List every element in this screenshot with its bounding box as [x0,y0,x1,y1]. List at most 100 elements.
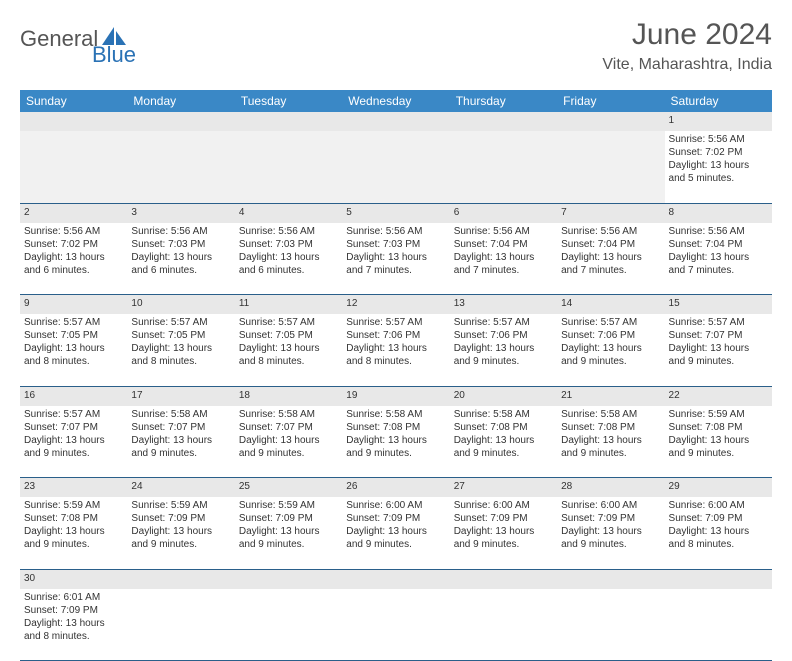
title-block: June 2024 Vite, Maharashtra, India [602,18,772,74]
sunrise-text: Sunrise: 5:57 AM [239,316,338,329]
day-cell: Sunrise: 5:59 AMSunset: 7:08 PMDaylight:… [20,497,127,569]
day-cell [127,131,234,203]
day-number-cell: 15 [665,295,772,315]
sunrise-text: Sunrise: 5:57 AM [131,316,230,329]
sunrise-text: Sunrise: 5:56 AM [561,225,660,238]
sunset-text: Sunset: 7:08 PM [454,421,553,434]
sunset-text: Sunset: 7:03 PM [239,238,338,251]
day-cell: Sunrise: 5:56 AMSunset: 7:02 PMDaylight:… [665,131,772,203]
day-details: Sunrise: 5:58 AMSunset: 7:08 PMDaylight:… [346,408,445,460]
day-number-cell: 2 [20,203,127,223]
day-cell [127,589,234,661]
sunrise-text: Sunrise: 5:57 AM [669,316,768,329]
day-number-cell [127,569,234,589]
day-details: Sunrise: 6:01 AMSunset: 7:09 PMDaylight:… [24,591,123,643]
day-header-row: Sunday Monday Tuesday Wednesday Thursday… [20,90,772,112]
daylight-text: Daylight: 13 hours and 9 minutes. [561,434,660,460]
sunset-text: Sunset: 7:06 PM [454,329,553,342]
daylight-text: Daylight: 13 hours and 9 minutes. [24,434,123,460]
sunset-text: Sunset: 7:09 PM [24,604,123,617]
sunset-text: Sunset: 7:07 PM [239,421,338,434]
day-number-cell [235,112,342,131]
daynum-row: 23242526272829 [20,478,772,498]
sunrise-text: Sunrise: 5:56 AM [24,225,123,238]
day-number-cell: 27 [450,478,557,498]
sunrise-text: Sunrise: 5:58 AM [239,408,338,421]
daylight-text: Daylight: 13 hours and 8 minutes. [239,342,338,368]
sunset-text: Sunset: 7:07 PM [24,421,123,434]
week-row: Sunrise: 5:56 AMSunset: 7:02 PMDaylight:… [20,223,772,295]
daylight-text: Daylight: 13 hours and 8 minutes. [346,342,445,368]
sunset-text: Sunset: 7:04 PM [561,238,660,251]
day-number-cell: 10 [127,295,234,315]
day-details: Sunrise: 5:58 AMSunset: 7:07 PMDaylight:… [239,408,338,460]
day-number-cell [557,112,664,131]
location: Vite, Maharashtra, India [602,56,772,74]
daylight-text: Daylight: 13 hours and 9 minutes. [454,434,553,460]
day-details: Sunrise: 6:00 AMSunset: 7:09 PMDaylight:… [454,499,553,551]
sunset-text: Sunset: 7:07 PM [669,329,768,342]
sunrise-text: Sunrise: 5:58 AM [346,408,445,421]
week-row: Sunrise: 6:01 AMSunset: 7:09 PMDaylight:… [20,589,772,661]
day-cell: Sunrise: 6:00 AMSunset: 7:09 PMDaylight:… [450,497,557,569]
daylight-text: Daylight: 13 hours and 8 minutes. [131,342,230,368]
day-number-cell [235,569,342,589]
day-details: Sunrise: 6:00 AMSunset: 7:09 PMDaylight:… [669,499,768,551]
day-number-cell: 5 [342,203,449,223]
day-details: Sunrise: 5:57 AMSunset: 7:06 PMDaylight:… [346,316,445,368]
sunset-text: Sunset: 7:09 PM [346,512,445,525]
daylight-text: Daylight: 13 hours and 6 minutes. [131,251,230,277]
day-cell: Sunrise: 5:59 AMSunset: 7:09 PMDaylight:… [235,497,342,569]
day-details: Sunrise: 5:57 AMSunset: 7:07 PMDaylight:… [24,408,123,460]
day-details: Sunrise: 5:58 AMSunset: 7:08 PMDaylight:… [561,408,660,460]
sunset-text: Sunset: 7:05 PM [131,329,230,342]
day-details: Sunrise: 5:56 AMSunset: 7:03 PMDaylight:… [346,225,445,277]
sunrise-text: Sunrise: 6:00 AM [561,499,660,512]
daylight-text: Daylight: 13 hours and 9 minutes. [561,342,660,368]
daylight-text: Daylight: 13 hours and 7 minutes. [669,251,768,277]
sunset-text: Sunset: 7:05 PM [24,329,123,342]
day-number-cell: 17 [127,386,234,406]
day-cell: Sunrise: 6:01 AMSunset: 7:09 PMDaylight:… [20,589,127,661]
day-cell [450,131,557,203]
sunrise-text: Sunrise: 5:57 AM [24,408,123,421]
sunrise-text: Sunrise: 5:56 AM [669,225,768,238]
day-details: Sunrise: 5:59 AMSunset: 7:08 PMDaylight:… [24,499,123,551]
day-cell: Sunrise: 5:58 AMSunset: 7:08 PMDaylight:… [342,406,449,478]
day-number-cell: 24 [127,478,234,498]
day-cell: Sunrise: 5:57 AMSunset: 7:05 PMDaylight:… [235,314,342,386]
day-cell [20,131,127,203]
day-cell: Sunrise: 6:00 AMSunset: 7:09 PMDaylight:… [665,497,772,569]
day-header: Saturday [665,90,772,112]
day-number-cell: 11 [235,295,342,315]
day-details: Sunrise: 5:57 AMSunset: 7:05 PMDaylight:… [239,316,338,368]
day-number-cell: 23 [20,478,127,498]
daynum-row: 9101112131415 [20,295,772,315]
day-number-cell: 13 [450,295,557,315]
sunrise-text: Sunrise: 5:58 AM [561,408,660,421]
sunset-text: Sunset: 7:08 PM [24,512,123,525]
daynum-row: 30 [20,569,772,589]
day-cell: Sunrise: 5:59 AMSunset: 7:08 PMDaylight:… [665,406,772,478]
sunrise-text: Sunrise: 5:59 AM [24,499,123,512]
daylight-text: Daylight: 13 hours and 9 minutes. [561,525,660,551]
day-details: Sunrise: 5:58 AMSunset: 7:07 PMDaylight:… [131,408,230,460]
day-number-cell [20,112,127,131]
sunset-text: Sunset: 7:09 PM [131,512,230,525]
sunset-text: Sunset: 7:06 PM [346,329,445,342]
day-number-cell: 1 [665,112,772,131]
day-cell: Sunrise: 5:57 AMSunset: 7:07 PMDaylight:… [20,406,127,478]
sunset-text: Sunset: 7:04 PM [454,238,553,251]
day-cell: Sunrise: 5:56 AMSunset: 7:04 PMDaylight:… [450,223,557,295]
day-number-cell: 18 [235,386,342,406]
day-number-cell: 30 [20,569,127,589]
day-cell [342,131,449,203]
day-number-cell: 22 [665,386,772,406]
day-number-cell [342,569,449,589]
daylight-text: Daylight: 13 hours and 6 minutes. [239,251,338,277]
day-details: Sunrise: 5:56 AMSunset: 7:04 PMDaylight:… [454,225,553,277]
day-number-cell: 26 [342,478,449,498]
day-details: Sunrise: 5:56 AMSunset: 7:04 PMDaylight:… [669,225,768,277]
daylight-text: Daylight: 13 hours and 8 minutes. [669,525,768,551]
day-details: Sunrise: 5:58 AMSunset: 7:08 PMDaylight:… [454,408,553,460]
